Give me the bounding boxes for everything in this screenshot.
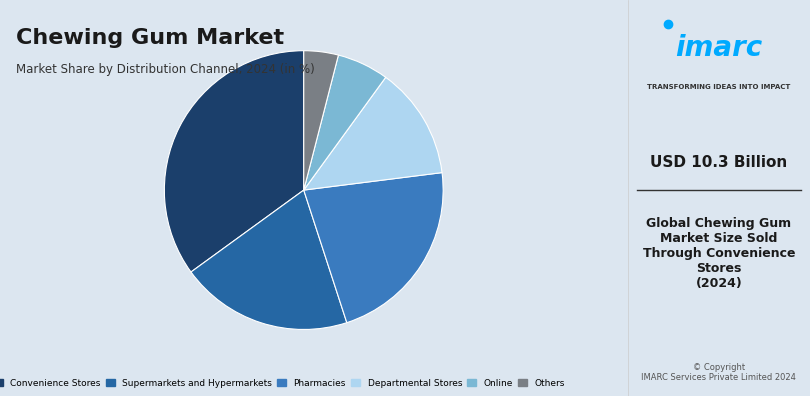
Wedge shape [304, 51, 339, 190]
Wedge shape [164, 51, 304, 272]
Text: imarc: imarc [676, 34, 762, 61]
Text: © Copyright
IMARC Services Private Limited 2024: © Copyright IMARC Services Private Limit… [642, 363, 796, 382]
Text: Chewing Gum Market: Chewing Gum Market [16, 28, 284, 48]
Legend: Convenience Stores, Supermarkets and Hypermarkets, Pharmacies, Departmental Stor: Convenience Stores, Supermarkets and Hyp… [0, 379, 565, 388]
Text: TRANSFORMING IDEAS INTO IMPACT: TRANSFORMING IDEAS INTO IMPACT [647, 84, 791, 90]
Wedge shape [304, 77, 442, 190]
Wedge shape [191, 190, 347, 329]
Text: Global Chewing Gum
Market Size Sold
Through Convenience
Stores
(2024): Global Chewing Gum Market Size Sold Thro… [642, 217, 795, 290]
Text: Market Share by Distribution Channel, 2024 (in %): Market Share by Distribution Channel, 20… [16, 63, 315, 76]
Wedge shape [304, 55, 386, 190]
Text: USD 10.3 Billion: USD 10.3 Billion [650, 155, 787, 170]
Wedge shape [304, 173, 443, 323]
